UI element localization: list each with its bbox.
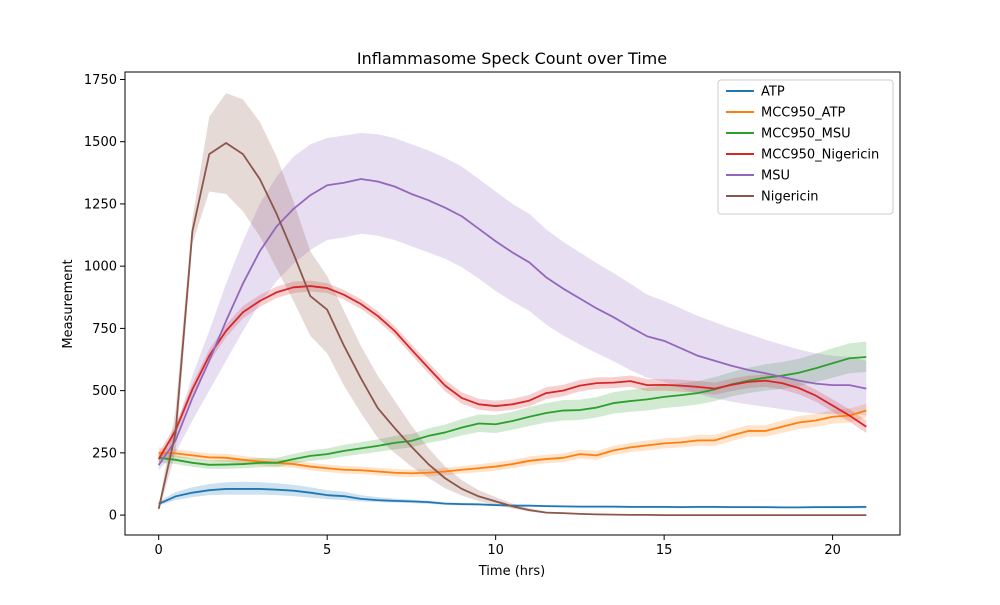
series-line-mcc950-msu xyxy=(158,356,867,466)
x-tick-label: 15 xyxy=(656,543,673,558)
band-atp xyxy=(158,481,867,509)
y-tick-label: 750 xyxy=(92,322,117,337)
y-tick-label: 1000 xyxy=(84,260,117,275)
x-axis: 0 5 10 15 20 xyxy=(155,535,841,558)
y-tick-label: 1750 xyxy=(84,73,117,88)
x-tick-label: 20 xyxy=(824,543,841,558)
legend-label-atp: ATP xyxy=(761,85,785,100)
band-mcc950-atp xyxy=(158,403,867,477)
y-tick-label: 1500 xyxy=(84,135,117,150)
series-line-nigericin xyxy=(157,142,867,516)
legend-label-mcc950-nigericin: MCC950_Nigericin xyxy=(761,148,879,163)
y-tick-label: 250 xyxy=(92,446,117,461)
y-tick-label: 0 xyxy=(109,509,117,524)
plot-frame xyxy=(124,71,901,536)
series-line-mcc950-nigericin xyxy=(157,285,867,460)
legend-label-msu: MSU xyxy=(761,169,790,184)
y-tick-label: 500 xyxy=(92,384,117,399)
y-axis: 0 250 500 750 1000 1250 1500 1750 xyxy=(84,73,125,524)
x-tick-label: 5 xyxy=(323,543,331,558)
y-axis-label: Measurement xyxy=(61,259,76,348)
legend-label-mcc950-msu: MCC950_MSU xyxy=(761,127,851,142)
x-tick-label: 10 xyxy=(487,543,504,558)
legend-label-mcc950-atp: MCC950_ATP xyxy=(761,106,846,121)
x-axis-label: Time (hrs) xyxy=(478,564,545,579)
legend-box xyxy=(717,79,894,215)
legend: ATP MCC950_ATP MCC950_MSU MCC950_Nigericin M… xyxy=(717,79,894,215)
chart-title: Inflammasome Speck Count over Time xyxy=(357,49,667,68)
legend-label-nigericin: Nigericin xyxy=(761,190,819,205)
x-tick-label: 0 xyxy=(155,543,163,558)
series-lines xyxy=(157,142,867,516)
series-line-msu xyxy=(157,178,867,466)
y-tick-label: 1250 xyxy=(84,197,117,212)
band-nigericin xyxy=(158,93,867,516)
